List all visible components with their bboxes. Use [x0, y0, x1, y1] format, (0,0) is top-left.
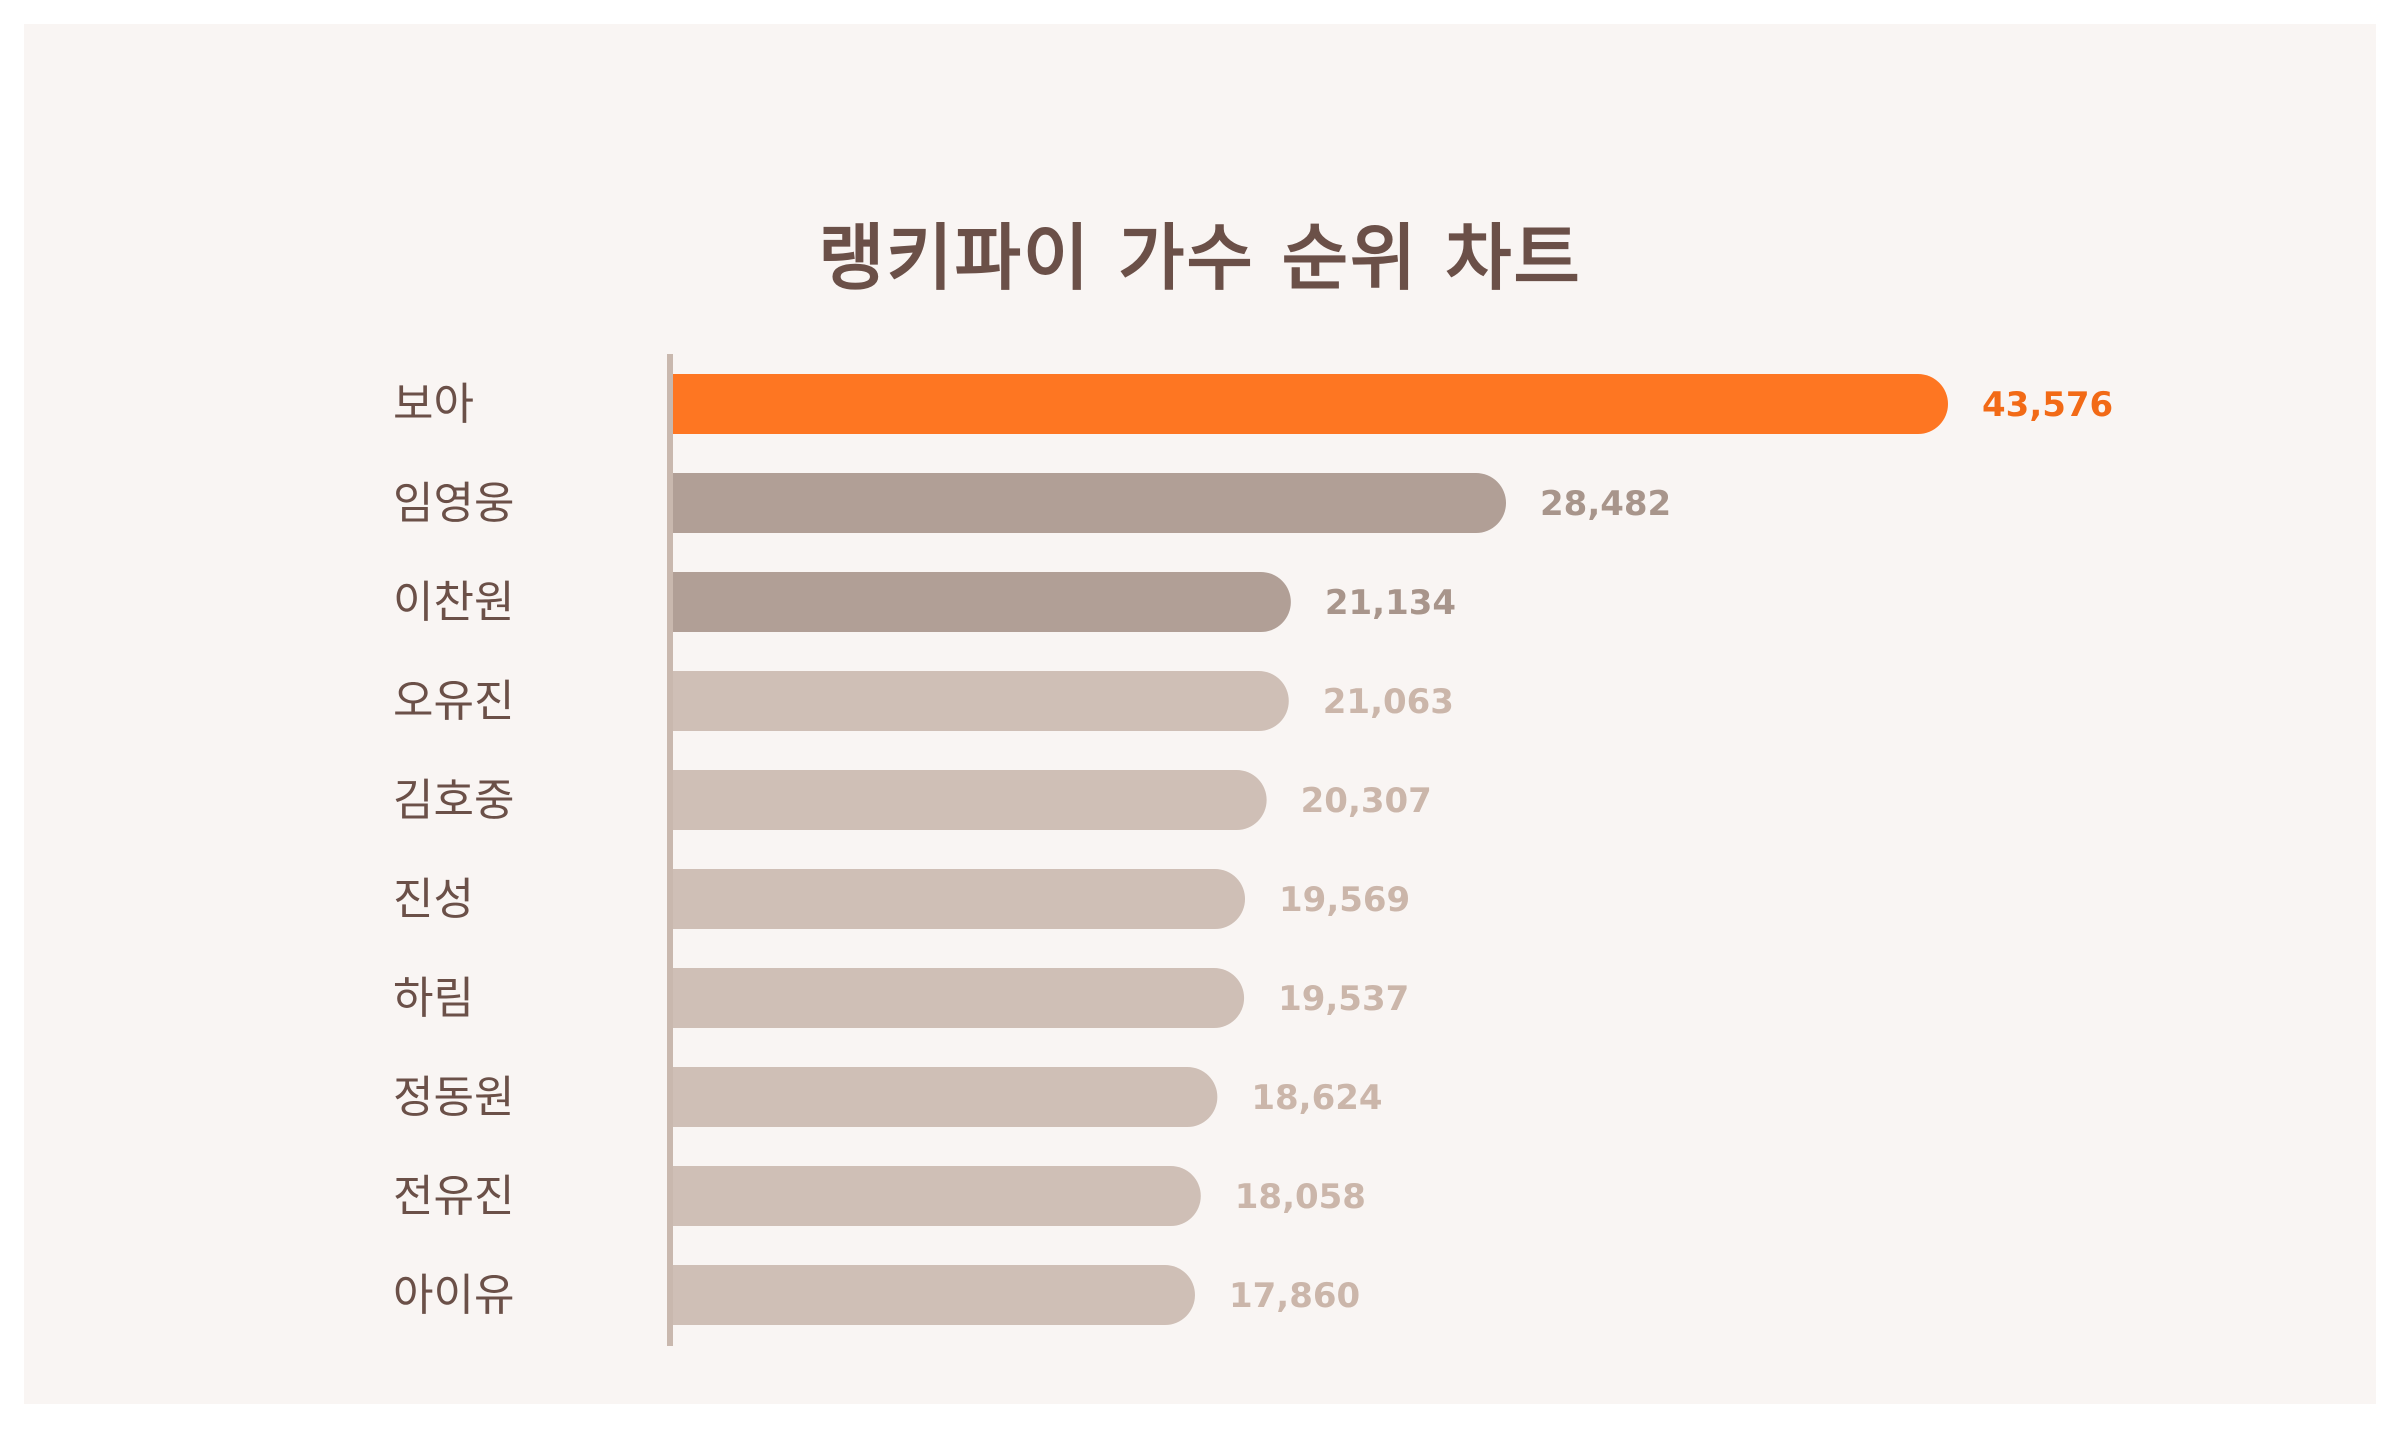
- bar: [672, 1067, 1218, 1127]
- value-label: 19,569: [1279, 880, 1410, 920]
- category-label: 정동원: [393, 1072, 514, 1123]
- category-label: 이찬원: [393, 577, 514, 628]
- category-label: 보아: [393, 379, 474, 430]
- bar: [672, 374, 1948, 434]
- bar: [672, 869, 1246, 929]
- category-label: 진성: [393, 874, 474, 925]
- value-label: 19,537: [1278, 979, 1409, 1019]
- bar: [672, 671, 1289, 731]
- bar: [672, 770, 1267, 830]
- value-label: 20,307: [1301, 781, 1432, 821]
- bar: [672, 473, 1507, 533]
- category-label: 아이유: [393, 1270, 514, 1321]
- category-label: 하림: [393, 973, 474, 1024]
- value-label: 18,058: [1235, 1177, 1366, 1217]
- category-label: 전유진: [393, 1171, 514, 1222]
- bar: [672, 1265, 1195, 1325]
- value-label: 17,860: [1229, 1276, 1360, 1316]
- value-label: 18,624: [1251, 1078, 1382, 1118]
- value-label: 28,482: [1540, 484, 1671, 524]
- value-label: 21,134: [1325, 583, 1456, 623]
- category-label: 김호중: [393, 775, 514, 826]
- bar: [672, 572, 1291, 632]
- bar: [672, 968, 1245, 1028]
- chart-title: 랭키파이 가수 순위 차트: [818, 216, 1582, 300]
- value-label: 43,576: [1982, 385, 2113, 425]
- bar: [672, 1166, 1201, 1226]
- category-label: 오유진: [393, 676, 514, 727]
- category-label: 임영웅: [393, 478, 514, 529]
- y-axis-line: [667, 354, 673, 1346]
- value-label: 21,063: [1323, 682, 1454, 722]
